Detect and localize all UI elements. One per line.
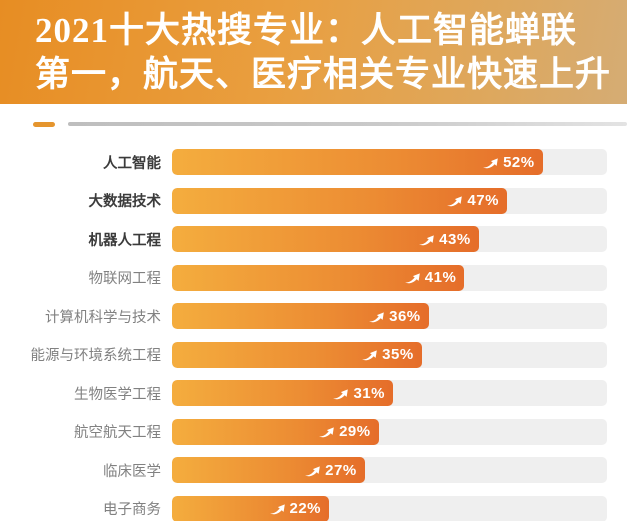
bar-row: 电子商务 22% [0,495,627,521]
bar-row: 大数据技术 47% [0,187,627,214]
value-label: 43% [439,230,471,248]
value-label: 36% [389,307,421,325]
bar: 35% [172,341,422,368]
value-label: 31% [353,384,385,402]
trend-up-icon [333,388,349,399]
bar-rows: 人工智能 52% 大数据技术 47% 机器人工程 [0,149,627,521]
bar: 36% [172,303,429,329]
category-label: 机器人工程 [88,232,162,249]
title-banner: 2021十大热搜专业：人工智能蝉联 第一，航天、医疗相关专业快速上升 [0,0,627,104]
bar-track: 52% [172,149,607,175]
value-label: 35% [382,346,414,363]
bar-row: 计算机科学与技术 36% [0,303,627,329]
category-label: 电子商务 [103,502,161,518]
bar: 41% [172,264,465,291]
bar-track: 29% [172,418,607,445]
page-title-line2: 第一，航天、医疗相关专业快速上升 [35,55,612,94]
category-label: 人工智能 [103,155,161,172]
bar-row: 物联网工程 41% [0,264,627,291]
bar-row: 航空航天工程 29% [0,418,627,445]
bar-row: 能源与环境系统工程 35% [0,341,627,368]
trend-up-icon [362,350,377,361]
bar-track: 35% [172,341,607,368]
bar-track: 36% [172,303,607,329]
trend-up-icon [269,504,285,515]
category-label: 大数据技术 [88,194,162,210]
category-label: 航空航天工程 [74,425,161,441]
bar: 27% [172,457,365,483]
page-title-line1: 2021十大热搜专业：人工智能蝉联 [35,11,578,50]
value-label: 52% [503,153,535,171]
trend-up-icon [419,234,434,245]
trend-up-icon [483,157,498,168]
trend-up-icon [369,311,384,322]
category-label: 能源与环境系统工程 [30,348,162,364]
trend-up-icon [404,273,420,284]
bar-row: 人工智能 52% [0,149,627,175]
value-label: 41% [424,269,457,286]
bar: 43% [172,226,479,252]
divider-orange-dash [33,121,55,127]
bar: 29% [172,418,379,445]
bar: 47% [172,187,507,214]
category-label: 物联网工程 [88,271,162,287]
bar-track: 47% [172,187,607,214]
bar-track: 27% [172,457,607,483]
bar: 52% [172,149,543,175]
bar-row: 临床医学 27% [0,457,627,483]
category-label: 生物医学工程 [74,386,161,403]
trend-up-icon [447,196,463,207]
bar: 31% [172,380,393,406]
value-label: 47% [467,192,499,209]
bar-track: 31% [172,380,607,406]
bar-row: 机器人工程 43% [0,226,627,252]
divider-gray-line [68,122,627,126]
bar-track: 41% [172,264,607,291]
bar-track: 43% [172,226,607,252]
bar: 22% [172,495,330,521]
section-divider [0,120,627,128]
category-label: 临床医学 [103,463,161,480]
category-label: 计算机科学与技术 [45,309,161,326]
bar-track: 22% [172,495,607,521]
trend-up-icon [305,465,320,476]
value-label: 27% [325,461,357,479]
bar-row: 生物医学工程 31% [0,380,627,406]
trend-up-icon [319,427,334,438]
value-label: 22% [289,500,322,517]
value-label: 29% [339,423,371,440]
